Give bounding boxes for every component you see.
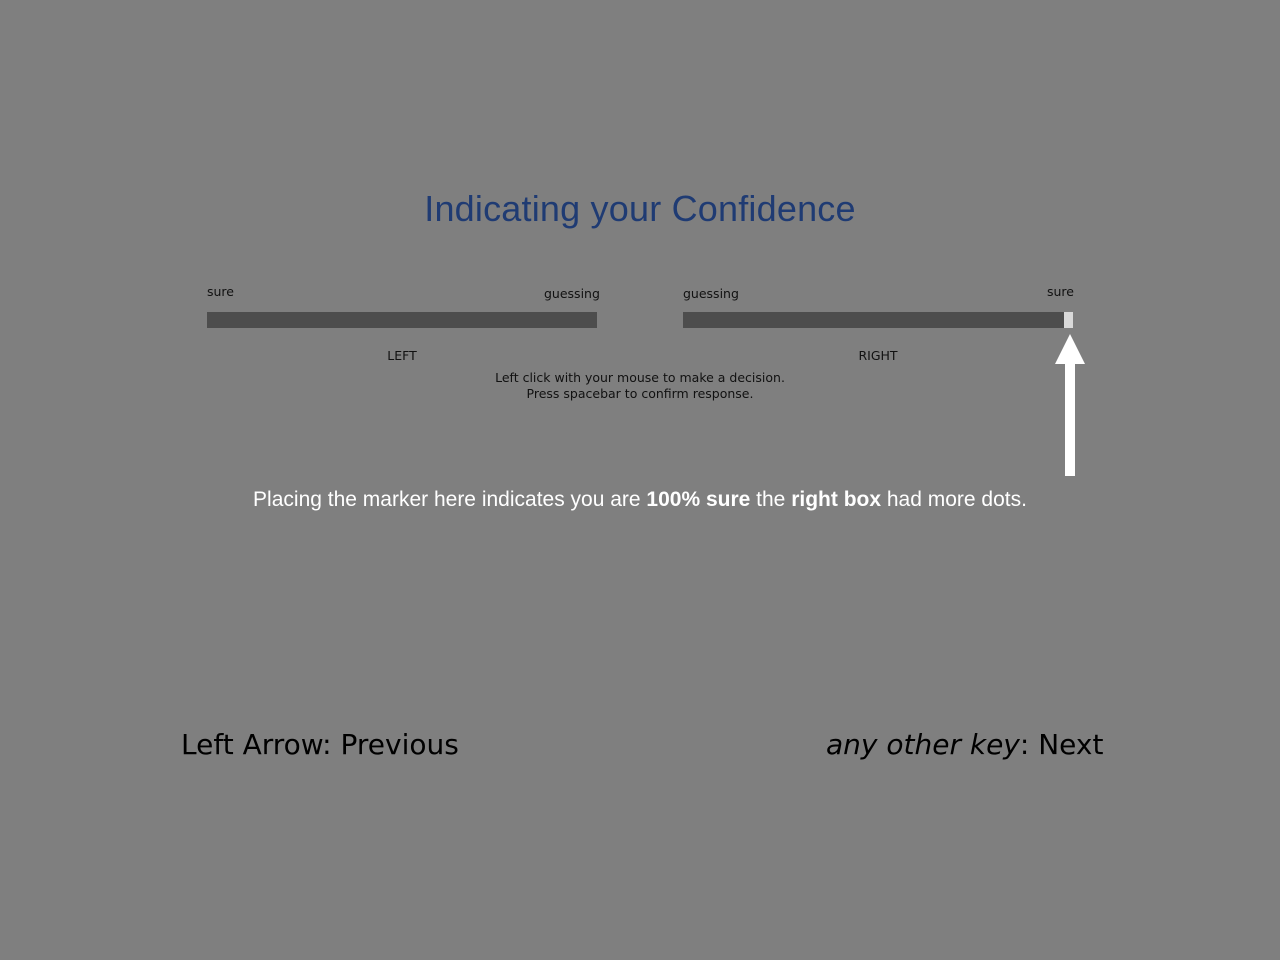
previous-hint[interactable]: Left Arrow: Previous: [181, 728, 459, 761]
next-hint[interactable]: any other key: Next: [826, 728, 1104, 761]
left-confidence-bar[interactable]: [207, 312, 597, 328]
left-side-label: LEFT: [387, 348, 417, 363]
instruction-line-2: Press spacebar to confirm response.: [526, 386, 754, 401]
up-arrow-icon: [1055, 334, 1085, 476]
right-sure-label: sure: [1047, 284, 1074, 299]
right-guessing-label: guessing: [683, 286, 739, 301]
right-side-label: RIGHT: [858, 348, 898, 363]
marker-explanation: Placing the marker here indicates you ar…: [253, 488, 1027, 511]
left-sure-label: sure: [207, 284, 234, 299]
page-title: Indicating your Confidence: [424, 188, 856, 229]
confidence-marker[interactable]: [1064, 312, 1073, 328]
left-guessing-label: guessing: [544, 286, 600, 301]
instruction-line-1: Left click with your mouse to make a dec…: [495, 370, 785, 385]
right-confidence-bar[interactable]: [683, 312, 1073, 328]
